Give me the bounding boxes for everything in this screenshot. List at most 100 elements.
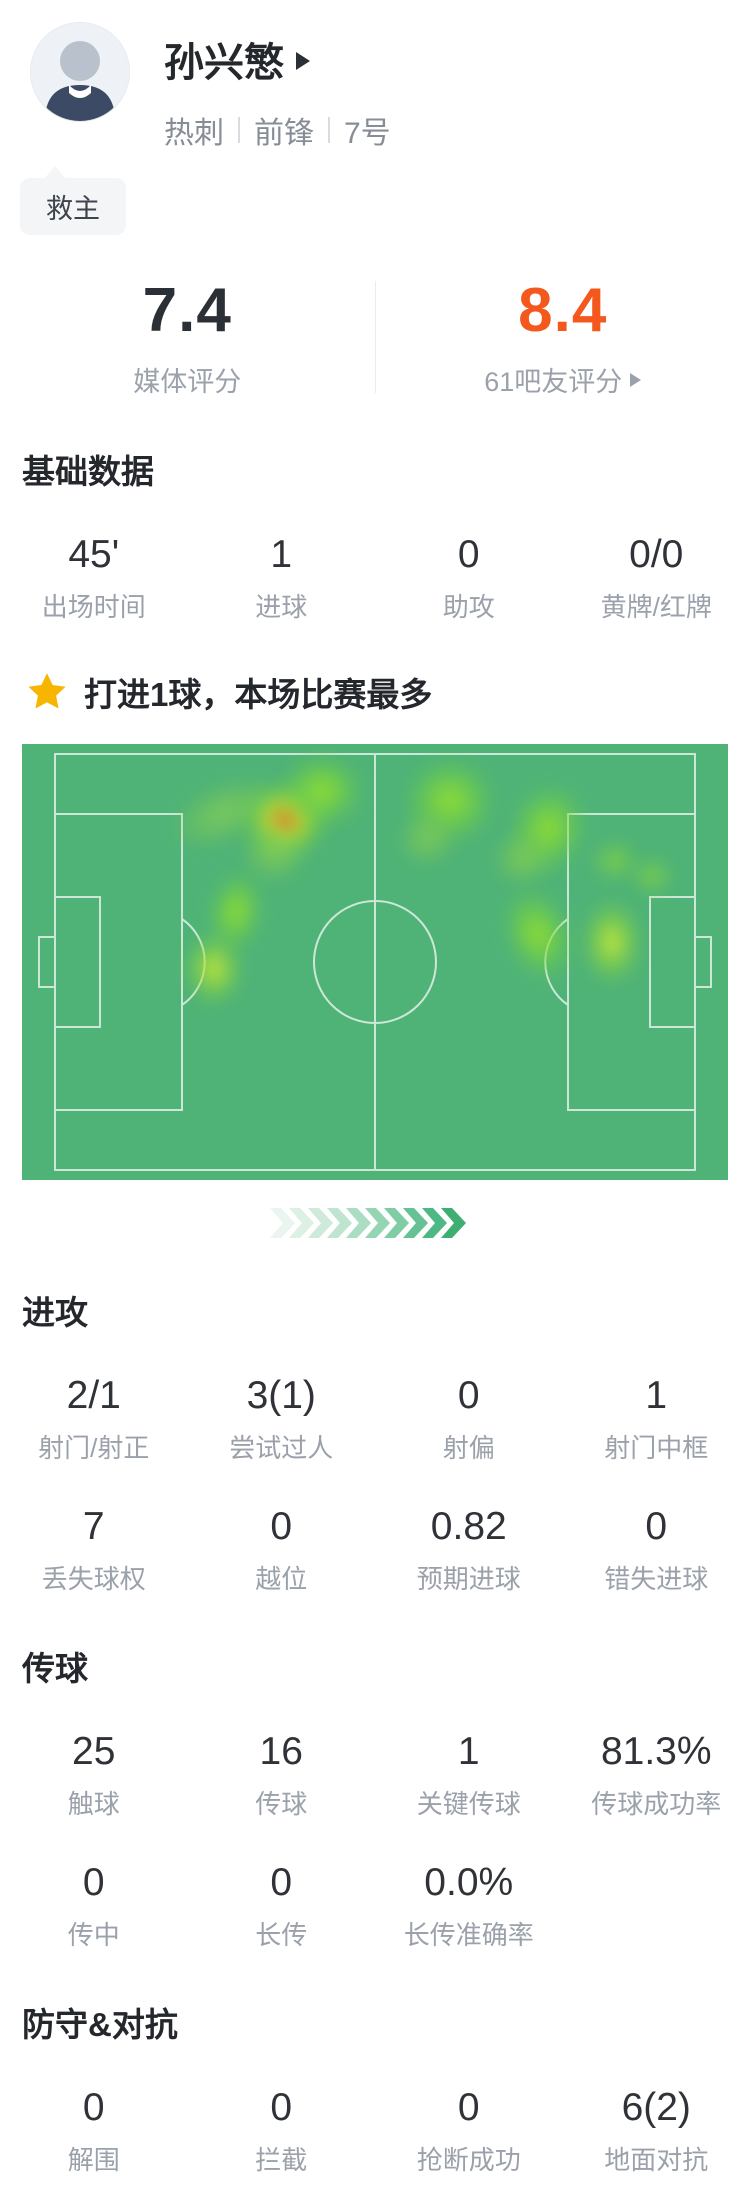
divider	[238, 117, 240, 143]
stat-value: 16	[259, 1730, 303, 1773]
stat-label: 长传准确率	[403, 1920, 534, 1950]
avatar-placeholder-image	[31, 23, 129, 121]
stat-value: 45'	[68, 533, 120, 576]
heat-blob	[492, 831, 552, 887]
stat-label: 尝试过人	[229, 1433, 334, 1463]
highlight-row: 打进1球，本场比赛最多	[26, 668, 750, 716]
player-avatar[interactable]	[30, 22, 130, 122]
stat-cell: 0/0 黄牌/红牌	[563, 533, 750, 624]
stat-label: 黄牌/红牌	[600, 592, 712, 622]
stat-cell: 0 射偏	[375, 1374, 563, 1465]
highlight-text: 打进1球，本场比赛最多	[84, 676, 433, 713]
media-rating: 7.4 媒体评分	[0, 275, 375, 399]
stat-value: 0.0%	[424, 1861, 514, 1904]
chevron-progress-strip	[0, 1206, 750, 1240]
heat-blob	[184, 931, 244, 1007]
stat-label: 关键传球	[416, 1789, 521, 1819]
media-rating-value: 7.4	[142, 276, 232, 345]
stat-value: 0	[270, 1861, 293, 1904]
stat-cell: 16 传球	[188, 1730, 376, 1821]
stat-label: 助攻	[442, 592, 495, 622]
stat-value: 0/0	[629, 533, 684, 576]
stat-cell: 1 射门中框	[563, 1374, 750, 1465]
stat-label: 出场时间	[41, 592, 146, 622]
stat-cell: 0 错失进球	[563, 1505, 750, 1596]
section-passing: 传球 25 触球 16 传球 1 关键传球 81.3% 传球成功率 0 传中 0 长传 0.0% 长传准确…	[0, 1642, 750, 1952]
tag-badge: 救主	[20, 166, 126, 235]
section-defense: 防守&对抗 0解围0拦截0抢断成功6(2)地面对抗1(0)争顶0犯规1被犯规0被…	[0, 1998, 750, 2211]
stat-value: 3(1)	[246, 1374, 316, 1417]
stat-cell: 0.0% 长传准确率	[375, 1861, 563, 1952]
stat-label: 长传	[255, 1920, 308, 1950]
heat-blob	[630, 856, 674, 896]
section-basic: 基础数据 45' 出场时间 1 进球 0 助攻 0/0 黄牌/红牌	[0, 445, 750, 624]
heatmap-pitch	[22, 744, 728, 1180]
stat-value: 0	[270, 2086, 293, 2129]
heat-blob	[490, 877, 586, 991]
stat-value: 1	[645, 1374, 668, 1417]
stat-label: 丢失球权	[41, 1564, 146, 1594]
stat-cell: 1 关键传球	[375, 1730, 563, 1821]
stat-cell: 0 抢断成功	[375, 2086, 563, 2177]
stat-cell: 0 传中	[0, 1861, 188, 1952]
stat-label: 解围	[67, 2145, 120, 2175]
stat-cell: 25 触球	[0, 1730, 188, 1821]
heat-blob	[397, 811, 457, 867]
stat-value: 0	[270, 1505, 293, 1548]
stat-label: 射偏	[442, 1433, 495, 1463]
stat-cell: 3(1) 尝试过人	[188, 1374, 376, 1465]
stat-label: 射门/射正	[38, 1433, 150, 1463]
section-title: 进攻	[22, 1294, 88, 1331]
stat-label: 预期进球	[416, 1564, 521, 1594]
stat-row: 25 触球 16 传球 1 关键传球 81.3% 传球成功率	[0, 1730, 750, 1821]
stat-value: 0	[457, 533, 480, 576]
heatmap-blobs	[22, 744, 728, 1180]
section-title: 防守&对抗	[22, 2006, 178, 2043]
player-name: 孙兴慜	[164, 41, 284, 85]
player-sub-info: 热刺 前锋 7号	[164, 108, 391, 152]
stat-cell: 0 越位	[188, 1505, 376, 1596]
chevron-right-icon	[630, 372, 642, 387]
stat-label: 传球成功率	[591, 1789, 722, 1819]
stat-cell: 0 拦截	[188, 2086, 376, 2177]
stat-label: 传球	[255, 1789, 308, 1819]
stat-grid: 25 触球 16 传球 1 关键传球 81.3% 传球成功率 0 传中 0 长传 0.0% 长传准确率	[0, 1730, 750, 1952]
player-info: 孙兴慜 热刺 前锋 7号	[164, 22, 391, 152]
stat-cell: 6(2) 地面对抗	[563, 2086, 750, 2177]
player-position: 前锋	[254, 117, 314, 150]
media-rating-label: 媒体评分	[133, 367, 242, 397]
team-name: 热刺	[164, 117, 224, 150]
stat-value: 81.3%	[600, 1730, 712, 1773]
fans-rating-value: 8.4	[518, 276, 608, 345]
stat-value: 1	[270, 533, 293, 576]
stat-row: 45' 出场时间 1 进球 0 助攻 0/0 黄牌/红牌	[0, 533, 750, 624]
heat-blob	[581, 898, 643, 986]
stat-grid: 45' 出场时间 1 进球 0 助攻 0/0 黄牌/红牌	[0, 533, 750, 624]
stat-value: 25	[72, 1730, 116, 1773]
stat-value: 0	[457, 2086, 480, 2129]
section-title: 基础数据	[22, 453, 154, 490]
shirt-number: 7号	[344, 117, 391, 150]
ratings-row: 7.4 媒体评分 8.4 61吧友评分	[0, 275, 750, 399]
stat-cell: 45' 出场时间	[0, 533, 188, 624]
stat-row: 0 解围 0 拦截 0 抢断成功 6(2) 地面对抗	[0, 2086, 750, 2177]
stat-label: 地面对抗	[604, 2145, 709, 2175]
stat-label: 越位	[255, 1564, 308, 1594]
player-header: 孙兴慜 热刺 前锋 7号	[0, 0, 750, 152]
stat-value: 0	[645, 1505, 668, 1548]
stat-label: 触球	[67, 1789, 120, 1819]
stat-value: 0.82	[430, 1505, 507, 1548]
fans-rating[interactable]: 8.4 61吧友评分	[376, 275, 750, 399]
stat-label: 错失进球	[604, 1564, 709, 1594]
heat-blob	[280, 753, 364, 829]
player-name-row[interactable]: 孙兴慜	[164, 30, 391, 88]
chevron-arrows-icon	[270, 1208, 466, 1238]
section-title: 传球	[22, 1650, 88, 1687]
chevron-right-icon	[296, 52, 310, 70]
star-icon	[28, 673, 66, 709]
stat-value: 0	[82, 1861, 105, 1904]
stat-label: 进球	[255, 592, 308, 622]
stat-cell: 2/1 射门/射正	[0, 1374, 188, 1465]
stat-value: 7	[82, 1505, 105, 1548]
